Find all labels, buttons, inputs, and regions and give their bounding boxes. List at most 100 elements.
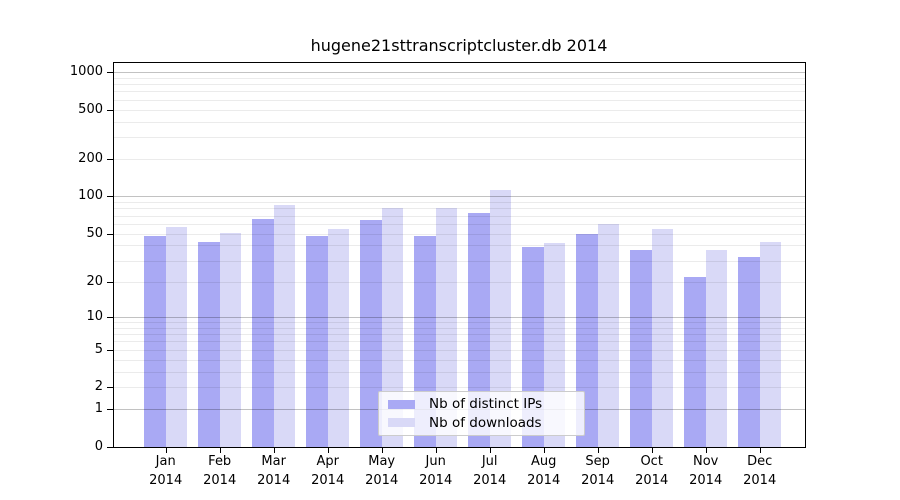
y-tick-mark [107, 316, 113, 318]
minor-gridline [113, 371, 805, 373]
x-tick-yearline: 2014 [419, 473, 453, 488]
x-tick-yearline: 2014 [527, 473, 561, 488]
x-tick-mark [759, 448, 761, 453]
x-tick-month: Dec [747, 454, 773, 469]
y-tick-mark [107, 409, 113, 411]
minor-gridline [113, 260, 805, 262]
x-tick-month: Jul [481, 454, 498, 469]
x-tick-label: Jul 2014 [460, 452, 520, 490]
x-tick-mark [165, 448, 167, 453]
minor-gridline [113, 109, 805, 111]
x-tick-label: May 2014 [352, 452, 412, 490]
bar-nb-of-downloads-mar [273, 205, 296, 447]
y-tick-label: 100 [78, 188, 103, 204]
minor-gridline [113, 359, 805, 361]
x-tick-label: Jun 2014 [406, 452, 466, 490]
minor-gridline [113, 91, 805, 93]
bar-nb-of-downloads-sep [597, 223, 620, 447]
bar-nb-of-distinct-ips-feb [198, 241, 220, 447]
minor-gridline [113, 322, 805, 324]
x-tick-mark [543, 448, 545, 453]
y-tick-mark [107, 109, 113, 111]
x-tick-label: Oct 2014 [622, 452, 682, 490]
x-tick-month: May [368, 454, 396, 469]
legend-entry-downloads: Nb of downloads [388, 415, 575, 431]
bar-nb-of-downloads-jun [435, 208, 458, 447]
y-tick-label: 1000 [69, 64, 103, 79]
bar-nb-of-downloads-apr [327, 228, 350, 447]
x-tick-mark [273, 448, 275, 453]
x-tick-yearline: 2014 [311, 473, 345, 488]
x-tick-mark [435, 448, 437, 453]
major-gridline [113, 316, 805, 318]
bar-nb-of-distinct-ips-jan [144, 235, 166, 447]
bar-nb-of-distinct-ips-dec [738, 257, 760, 447]
major-gridline [113, 72, 805, 73]
minor-gridline [113, 349, 805, 351]
minor-gridline [113, 215, 805, 217]
y-tick-label: 500 [78, 101, 103, 117]
bar-nb-of-downloads-nov [705, 249, 728, 447]
y-tick-mark [107, 387, 113, 389]
y-tick-label: 1 [94, 401, 103, 417]
legend: Nb of distinct IPs Nb of downloads [378, 391, 585, 436]
bar-nb-of-distinct-ips-may [360, 220, 382, 447]
y-tick-mark [107, 159, 113, 161]
x-tick-mark [219, 448, 221, 453]
x-tick-mark [327, 448, 329, 453]
y-tick-label: 5 [94, 341, 103, 357]
x-tick-yearline: 2014 [689, 473, 723, 488]
x-tick-month: Jun [425, 454, 446, 469]
bar-nb-of-distinct-ips-mar [252, 218, 274, 447]
bar-nb-of-distinct-ips-oct [630, 249, 652, 447]
legend-swatch-distinct-ips [388, 399, 415, 409]
bar-nb-of-downloads-dec [759, 241, 782, 447]
minor-gridline [113, 233, 805, 235]
y-tick-mark [107, 281, 113, 283]
bar-nb-of-downloads-jul [489, 189, 512, 447]
y-tick-label: 20 [86, 273, 103, 289]
x-tick-yearline: 2014 [473, 473, 507, 488]
x-tick-yearline: 2014 [203, 473, 237, 488]
x-tick-mark [651, 448, 653, 453]
x-tick-month: Feb [208, 454, 232, 469]
minor-gridline [113, 208, 805, 210]
y-tick-mark [107, 447, 113, 448]
minor-gridline [113, 77, 805, 79]
x-tick-label: Jan 2014 [136, 452, 196, 490]
y-tick-mark [107, 72, 113, 73]
minor-gridline [113, 387, 805, 389]
x-tick-month: Jan [155, 454, 176, 469]
x-tick-month: Aug [530, 454, 557, 469]
x-tick-yearline: 2014 [743, 473, 777, 488]
bar-nb-of-downloads-may [381, 208, 404, 447]
x-tick-label: Dec 2014 [730, 452, 790, 490]
legend-label-downloads: Nb of downloads [429, 414, 542, 431]
x-tick-month: Oct [640, 454, 663, 469]
x-tick-yearline: 2014 [257, 473, 291, 488]
y-tick-mark [107, 349, 113, 351]
x-tick-yearline: 2014 [365, 473, 399, 488]
minor-gridline [113, 202, 805, 204]
minor-gridline [113, 159, 805, 161]
y-tick-label: 200 [78, 151, 103, 167]
minor-gridline [113, 121, 805, 123]
minor-gridline [113, 223, 805, 225]
x-tick-label: Apr 2014 [298, 452, 358, 490]
y-tick-mark [107, 233, 113, 235]
x-tick-mark [705, 448, 707, 453]
minor-gridline [113, 281, 805, 283]
legend-entry-distinct-ips: Nb of distinct IPs [388, 396, 575, 412]
bar-nb-of-downloads-jan [165, 226, 188, 447]
x-tick-yearline: 2014 [635, 473, 669, 488]
minor-gridline [113, 334, 805, 336]
x-tick-month: Mar [261, 454, 286, 469]
y-tick-label: 2 [94, 379, 103, 395]
bar-nb-of-downloads-feb [219, 232, 242, 447]
legend-swatch-downloads [388, 418, 415, 428]
major-gridline [113, 196, 805, 198]
x-tick-label: Sep 2014 [568, 452, 628, 490]
minor-gridline [113, 137, 805, 139]
chart-title: hugene21sttranscriptcluster.db 2014 [310, 36, 608, 55]
y-tick-mark [107, 196, 113, 198]
